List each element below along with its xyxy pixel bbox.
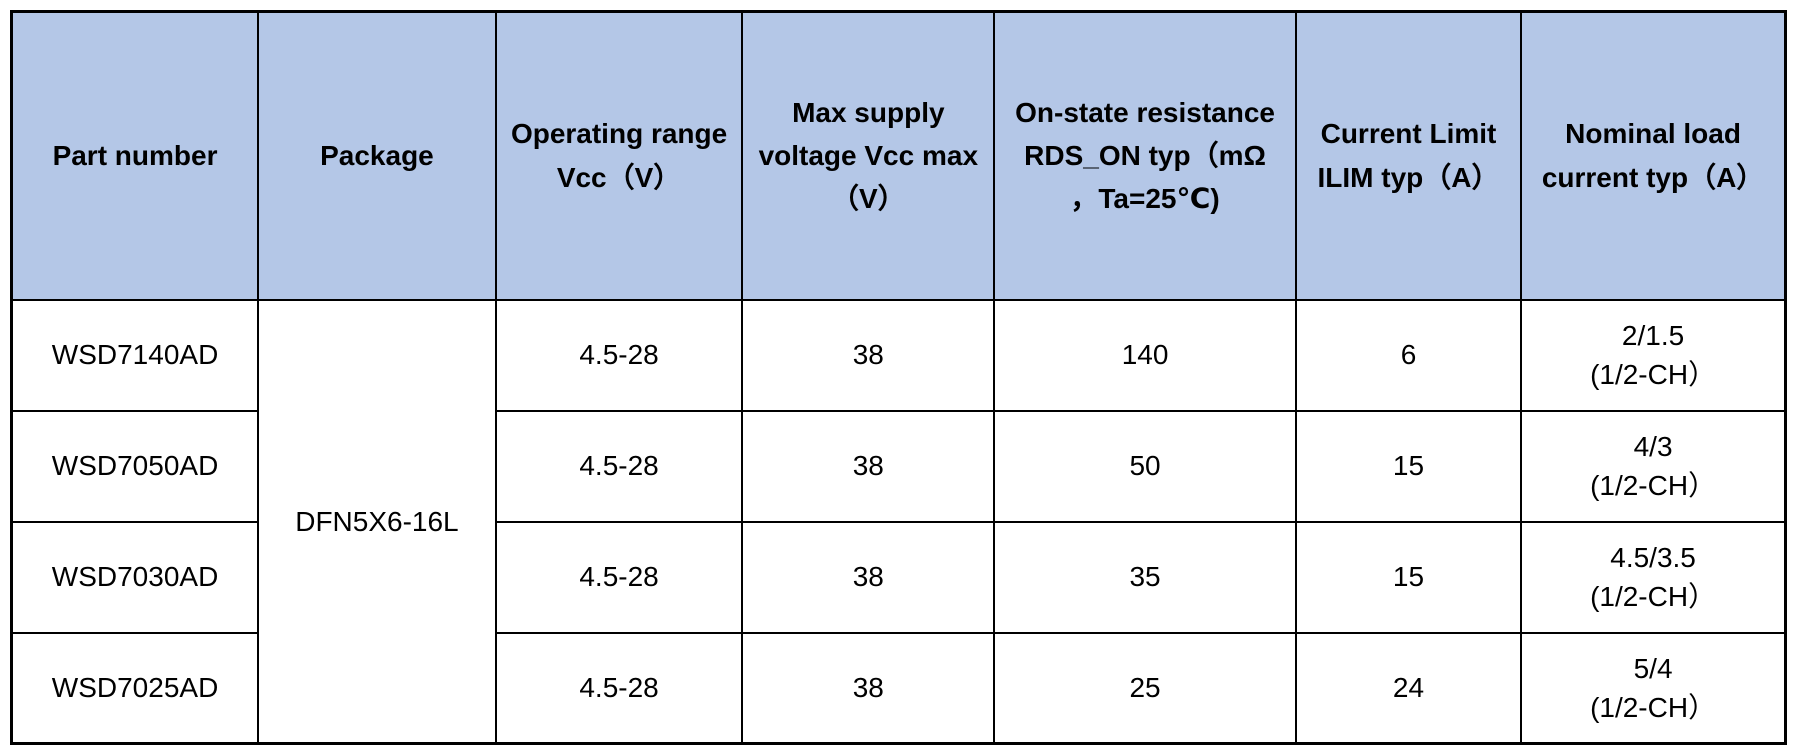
- table-row: WSD7140AD DFN5X6-16L 4.5-28 38 140 6 2/1…: [10, 298, 1787, 745]
- column-header-current-limit: Current Limit ILIM typ（A）: [1294, 10, 1523, 301]
- column-header-nominal-load-current: Nominal load current typ（A）: [1520, 10, 1787, 301]
- column-header-operating-range: Operating range Vcc（V）: [494, 10, 744, 301]
- cell-operating-range: 4.5-28: [494, 520, 744, 634]
- header-row: Part number Package Operating range Vcc（…: [10, 10, 1787, 301]
- cell-nominal-load-current: 4.5/3.5 (1/2-CH）: [1520, 520, 1787, 634]
- table-row: WSD7050AD 4.5-28 38 50 15 4/3 (1/2-CH）: [10, 409, 1787, 523]
- cell-rds-on-typ: 140: [993, 298, 1297, 412]
- cell-max-supply-voltage: 38: [741, 631, 996, 745]
- cell-current-limit-typ: 15: [1294, 520, 1523, 634]
- cell-package-merged: DFN5X6-16L: [257, 298, 497, 745]
- cell-operating-range: 4.5-28: [494, 409, 744, 523]
- cell-max-supply-voltage: 38: [741, 298, 996, 412]
- column-header-part-number: Part number: [10, 10, 260, 301]
- cell-current-limit-typ: 15: [1294, 409, 1523, 523]
- cell-rds-on-typ: 35: [993, 520, 1297, 634]
- table-row: WSD7025AD 4.5-28 38 25 24 5/4 (1/2-CH）: [10, 631, 1787, 745]
- column-header-package: Package: [257, 10, 497, 301]
- cell-current-limit-typ: 6: [1294, 298, 1523, 412]
- cell-nominal-load-current: 2/1.5 (1/2-CH）: [1520, 298, 1787, 412]
- parts-selection-table: Part number Package Operating range Vcc（…: [10, 10, 1787, 745]
- column-header-on-state-resistance: On-state resistance RDS_ON typ（mΩ ，Ta=25…: [993, 10, 1297, 301]
- column-header-max-supply-voltage: Max supply voltage Vcc max （V）: [741, 10, 996, 301]
- table-row: WSD7030AD 4.5-28 38 35 15 4.5/3.5 (1/2-C…: [10, 520, 1787, 634]
- cell-part-number: WSD7140AD: [10, 298, 260, 412]
- cell-operating-range: 4.5-28: [494, 298, 744, 412]
- cell-rds-on-typ: 50: [993, 409, 1297, 523]
- cell-operating-range: 4.5-28: [494, 631, 744, 745]
- cell-max-supply-voltage: 38: [741, 520, 996, 634]
- cell-nominal-load-current: 5/4 (1/2-CH）: [1520, 631, 1787, 745]
- cell-part-number: WSD7050AD: [10, 409, 260, 523]
- table-header: Part number Package Operating range Vcc（…: [10, 10, 1787, 301]
- cell-rds-on-typ: 25: [993, 631, 1297, 745]
- table-body: WSD7140AD DFN5X6-16L 4.5-28 38 140 6 2/1…: [10, 298, 1787, 745]
- cell-part-number: WSD7030AD: [10, 520, 260, 634]
- cell-current-limit-typ: 24: [1294, 631, 1523, 745]
- cell-part-number: WSD7025AD: [10, 631, 260, 745]
- cell-max-supply-voltage: 38: [741, 409, 996, 523]
- cell-nominal-load-current: 4/3 (1/2-CH）: [1520, 409, 1787, 523]
